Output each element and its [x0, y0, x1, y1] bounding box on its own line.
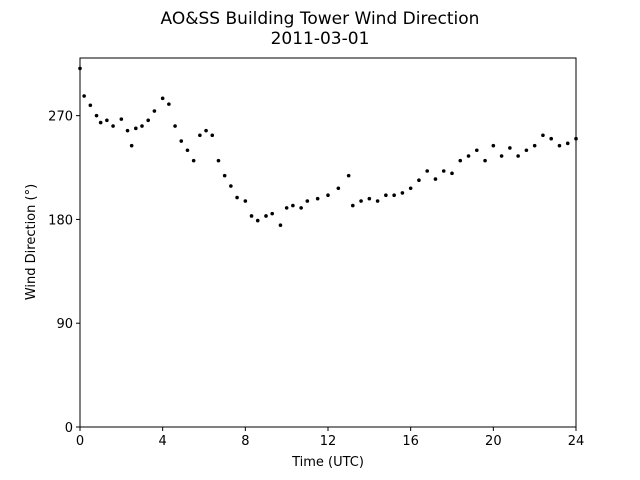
- point: [160, 96, 165, 101]
- point: [541, 133, 545, 138]
- x-tick-label: 20: [485, 434, 502, 449]
- y-tick-label: 180: [48, 213, 73, 228]
- point: [315, 196, 320, 201]
- point: [278, 223, 283, 228]
- point: [204, 128, 208, 133]
- point: [82, 94, 86, 98]
- point: [417, 178, 421, 183]
- point: [270, 211, 275, 216]
- y-axis-label: Wind Direction (°): [24, 184, 39, 300]
- point: [557, 143, 562, 148]
- x-tick-label: 16: [402, 434, 419, 449]
- point: [375, 199, 380, 203]
- point: [359, 199, 363, 203]
- point: [450, 171, 454, 176]
- x-tick-label: 24: [568, 434, 585, 449]
- chart-subtitle: 2011-03-01: [271, 29, 370, 49]
- point: [264, 214, 268, 218]
- point: [229, 184, 233, 188]
- point: [235, 195, 239, 200]
- point: [549, 136, 553, 141]
- point: [351, 203, 355, 208]
- point: [336, 186, 341, 191]
- chart-title: AO&SS Building Tower Wind Direction: [161, 9, 480, 29]
- point: [483, 158, 487, 163]
- point: [516, 154, 520, 158]
- point: [94, 113, 99, 118]
- point: [458, 158, 463, 163]
- plot-frame: [79, 57, 577, 428]
- point: [243, 199, 248, 203]
- point: [255, 218, 260, 223]
- point: [491, 143, 496, 148]
- point: [305, 199, 310, 203]
- point: [129, 143, 134, 148]
- point: [532, 143, 537, 148]
- point: [508, 146, 512, 150]
- x-tick-label: 12: [320, 434, 337, 449]
- point: [392, 193, 396, 198]
- point: [565, 141, 570, 146]
- point: [146, 118, 150, 123]
- point: [216, 158, 221, 163]
- point: [408, 186, 413, 191]
- x-tick-label: 8: [241, 434, 249, 449]
- point: [198, 133, 202, 138]
- point: [284, 206, 289, 210]
- point: [291, 203, 295, 208]
- point: [441, 169, 446, 173]
- y-tick-label: 270: [48, 110, 73, 125]
- point: [119, 117, 124, 121]
- point: [140, 124, 144, 128]
- point: [574, 136, 578, 141]
- point: [105, 118, 109, 123]
- point: [433, 177, 438, 181]
- y-tick-label: 90: [56, 317, 73, 332]
- point: [88, 103, 93, 108]
- point: [179, 139, 184, 143]
- point: [524, 148, 529, 153]
- point: [249, 214, 254, 218]
- x-axis-label: Time (UTC): [291, 455, 364, 470]
- point: [466, 154, 471, 158]
- point: [400, 191, 405, 195]
- point: [78, 66, 82, 71]
- point: [326, 193, 330, 198]
- x-tick-label: 0: [76, 434, 84, 449]
- point: [425, 169, 430, 173]
- point: [191, 158, 196, 163]
- point: [167, 102, 171, 106]
- y-tick-label: 0: [65, 421, 73, 436]
- point: [210, 133, 215, 138]
- point: [384, 193, 388, 198]
- point: [499, 154, 504, 158]
- point: [125, 128, 130, 133]
- point: [222, 173, 227, 178]
- point: [346, 173, 351, 178]
- point: [299, 206, 303, 210]
- point: [475, 148, 479, 153]
- x-tick-label: 4: [159, 434, 167, 449]
- point: [173, 124, 177, 128]
- point: [111, 124, 115, 128]
- point: [152, 109, 157, 113]
- point: [185, 148, 190, 153]
- point: [98, 120, 103, 125]
- point: [367, 196, 372, 201]
- point: [134, 126, 138, 131]
